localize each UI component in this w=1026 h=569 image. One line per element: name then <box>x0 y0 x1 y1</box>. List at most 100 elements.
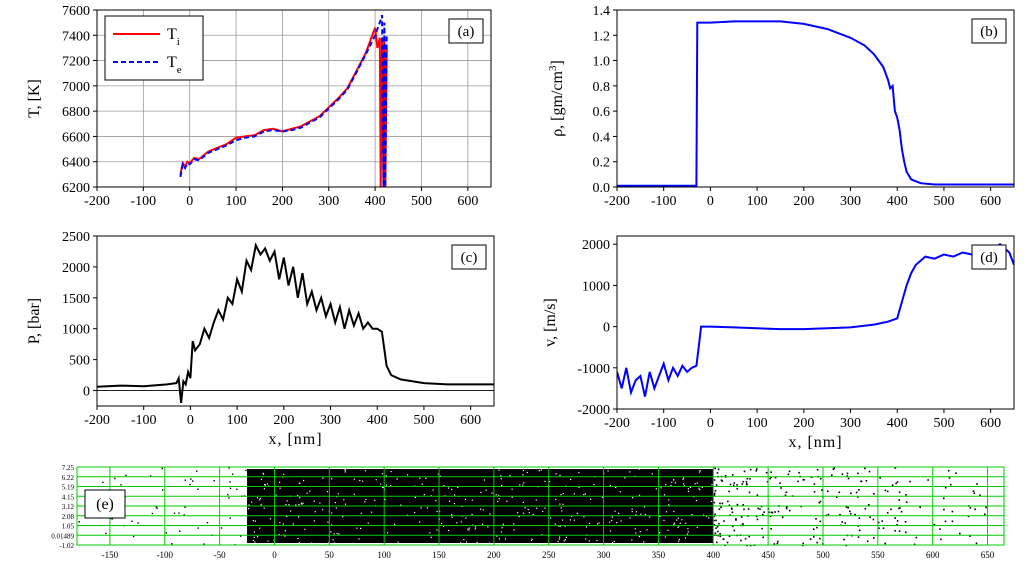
x-tick-label: -100 <box>651 194 677 209</box>
particle-gap <box>567 543 569 545</box>
particle-gap <box>414 496 416 498</box>
particle-gap <box>253 531 255 533</box>
panel-label: (e) <box>96 496 114 513</box>
y-tick-label: 4.15 <box>62 493 75 501</box>
y-tick-label: -2000 <box>577 403 610 418</box>
particle <box>132 535 135 538</box>
particle-gap <box>286 500 288 502</box>
particle-gap <box>471 499 473 501</box>
x-tick-label: 500 <box>933 194 954 209</box>
particle-gap <box>643 541 645 543</box>
y-tick-label: 6400 <box>62 156 90 171</box>
panel-label-box <box>451 244 487 270</box>
particle-gap <box>328 543 330 545</box>
particle-gap <box>373 467 375 469</box>
particle <box>843 538 845 541</box>
plot-frame <box>76 466 1005 546</box>
particle <box>745 481 748 483</box>
particle <box>951 520 954 523</box>
particle <box>967 515 970 518</box>
particle-gap <box>585 526 588 528</box>
particle-gap <box>527 508 529 511</box>
particle-gap <box>635 511 638 513</box>
particle <box>765 471 768 474</box>
particle <box>733 482 736 484</box>
particle-gap <box>673 510 675 513</box>
particle-gap <box>278 534 280 536</box>
particle-gap <box>284 535 286 537</box>
particle <box>969 507 972 509</box>
particle-gap <box>315 543 317 545</box>
particle-gap <box>259 499 261 501</box>
particle <box>951 510 954 513</box>
particle-gap <box>544 480 546 482</box>
particle <box>948 477 951 479</box>
particle-gap <box>559 536 561 538</box>
particle-gap <box>501 484 503 486</box>
x-tick-label: 200 <box>793 194 814 209</box>
panel-label: (d) <box>980 250 998 266</box>
particle <box>748 491 751 494</box>
particle <box>947 469 950 472</box>
y-tick-label: 1000 <box>62 323 90 338</box>
particle <box>858 517 861 519</box>
particle-gap <box>564 539 566 541</box>
particle <box>819 537 821 540</box>
particle-gap <box>565 536 567 538</box>
x-tick-label: 0 <box>707 416 714 431</box>
particle-gap <box>436 510 438 513</box>
particle-gap <box>419 521 421 523</box>
particle-gap <box>333 533 335 535</box>
particle <box>869 516 871 519</box>
x-axis-label: x, [nm] <box>268 431 322 448</box>
particle <box>102 481 104 484</box>
particle <box>798 471 800 474</box>
particle-gap <box>701 486 703 488</box>
particle-gap <box>313 520 315 522</box>
particle-gap <box>609 521 611 523</box>
particle-gap <box>708 517 710 519</box>
particle <box>729 483 732 486</box>
particle-gap <box>699 470 701 472</box>
particle-gap <box>548 481 551 483</box>
particle <box>827 513 830 516</box>
particle-gap <box>298 482 300 484</box>
x-tick-label: -150 <box>102 550 119 560</box>
particle-gap <box>435 500 437 502</box>
particle-gap <box>613 540 615 542</box>
particle <box>777 510 780 513</box>
particle <box>787 473 790 476</box>
particle <box>858 529 861 532</box>
plot-frame <box>96 235 495 407</box>
particle-gap <box>559 503 561 505</box>
y-tick-label: 6800 <box>62 105 90 120</box>
particle <box>719 535 722 537</box>
particle <box>179 530 181 532</box>
particle <box>736 484 738 486</box>
particle-gap <box>667 529 669 531</box>
x-tick-label: 0 <box>272 550 277 560</box>
particle <box>728 490 730 493</box>
particle <box>763 511 765 513</box>
particle-gap <box>437 473 439 475</box>
particle-gap <box>451 514 453 516</box>
particle-gap <box>665 511 668 513</box>
particle-gap <box>338 533 340 535</box>
particle <box>231 473 234 475</box>
particle <box>939 528 941 530</box>
particle-gap <box>609 484 611 487</box>
particle-gap <box>364 470 367 472</box>
particle-gap <box>370 511 373 513</box>
particle-gap <box>471 513 473 516</box>
x-tick-label: 300 <box>840 194 861 209</box>
particle-gap <box>562 519 564 521</box>
particle-gap <box>360 527 362 529</box>
particle <box>949 483 952 486</box>
particle-gap <box>259 497 261 500</box>
particle <box>714 490 717 492</box>
particle <box>714 532 717 534</box>
particle-gap <box>528 512 530 514</box>
x-tick-label: 400 <box>887 194 908 209</box>
particle-gap <box>511 496 513 498</box>
particle <box>838 491 841 494</box>
